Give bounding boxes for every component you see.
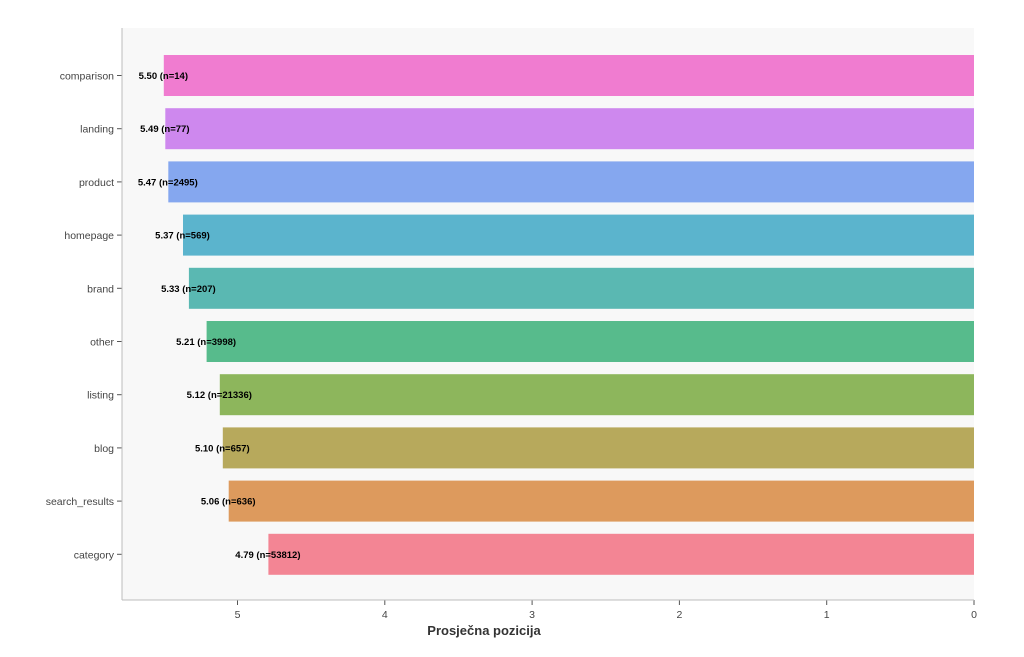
data-label-search_results: 5.06 (n=636): [201, 497, 256, 508]
x-tick-label-4: 4: [382, 609, 388, 621]
data-label-category: 4.79 (n=53812): [235, 550, 300, 561]
bar-search_results: [228, 480, 974, 522]
data-label-listing: 5.12 (n=21336): [187, 390, 252, 401]
x-axis-title: Prosječna pozicija: [427, 623, 541, 638]
x-tick-label-1: 1: [824, 609, 830, 621]
bar-listing: [219, 374, 975, 416]
y-tick-label-category: category: [74, 549, 115, 561]
bar-brand: [188, 267, 974, 309]
data-label-product: 5.47 (n=2495): [138, 177, 198, 188]
data-label-landing: 5.49 (n=77): [140, 124, 189, 135]
data-label-homepage: 5.37 (n=569): [155, 231, 210, 242]
x-tick-label-2: 2: [676, 609, 682, 621]
y-tick-label-search_results: search_results: [46, 496, 114, 508]
data-label-brand: 5.33 (n=207): [161, 284, 216, 295]
x-tick-label-3: 3: [529, 609, 535, 621]
x-tick-label-5: 5: [235, 609, 241, 621]
bars-layer: [163, 55, 975, 575]
bar-landing: [165, 108, 975, 150]
bar-product: [168, 161, 975, 203]
y-tick-label-comparison: comparison: [60, 71, 114, 83]
x-axis-ticks: 5 4 3 2 1 0: [235, 600, 977, 621]
data-label-comparison: 5.50 (n=14): [139, 71, 188, 82]
y-tick-label-other: other: [90, 337, 114, 349]
x-tick-label-0: 0: [971, 609, 977, 621]
y-tick-label-blog: blog: [94, 443, 114, 455]
y-tick-label-listing: listing: [87, 390, 114, 402]
bar-category: [268, 533, 974, 575]
bar-other: [206, 321, 975, 362]
y-tick-label-brand: brand: [87, 283, 114, 295]
bar-homepage: [183, 214, 974, 256]
bar-comparison: [163, 55, 975, 96]
data-labels-layer: 5.50 (n=14) 5.49 (n=77) 5.47 (n=2495) 5.37 …: [138, 71, 301, 561]
y-tick-label-product: product: [79, 177, 114, 189]
y-tick-label-homepage: homepage: [64, 230, 114, 242]
data-label-other: 5.21 (n=3998): [176, 337, 236, 348]
y-tick-label-landing: landing: [80, 124, 114, 136]
data-label-blog: 5.10 (n=657): [195, 443, 250, 454]
y-axis-categories: comparison landing product homepage brand oth…: [46, 71, 122, 561]
bar-blog: [222, 427, 975, 469]
